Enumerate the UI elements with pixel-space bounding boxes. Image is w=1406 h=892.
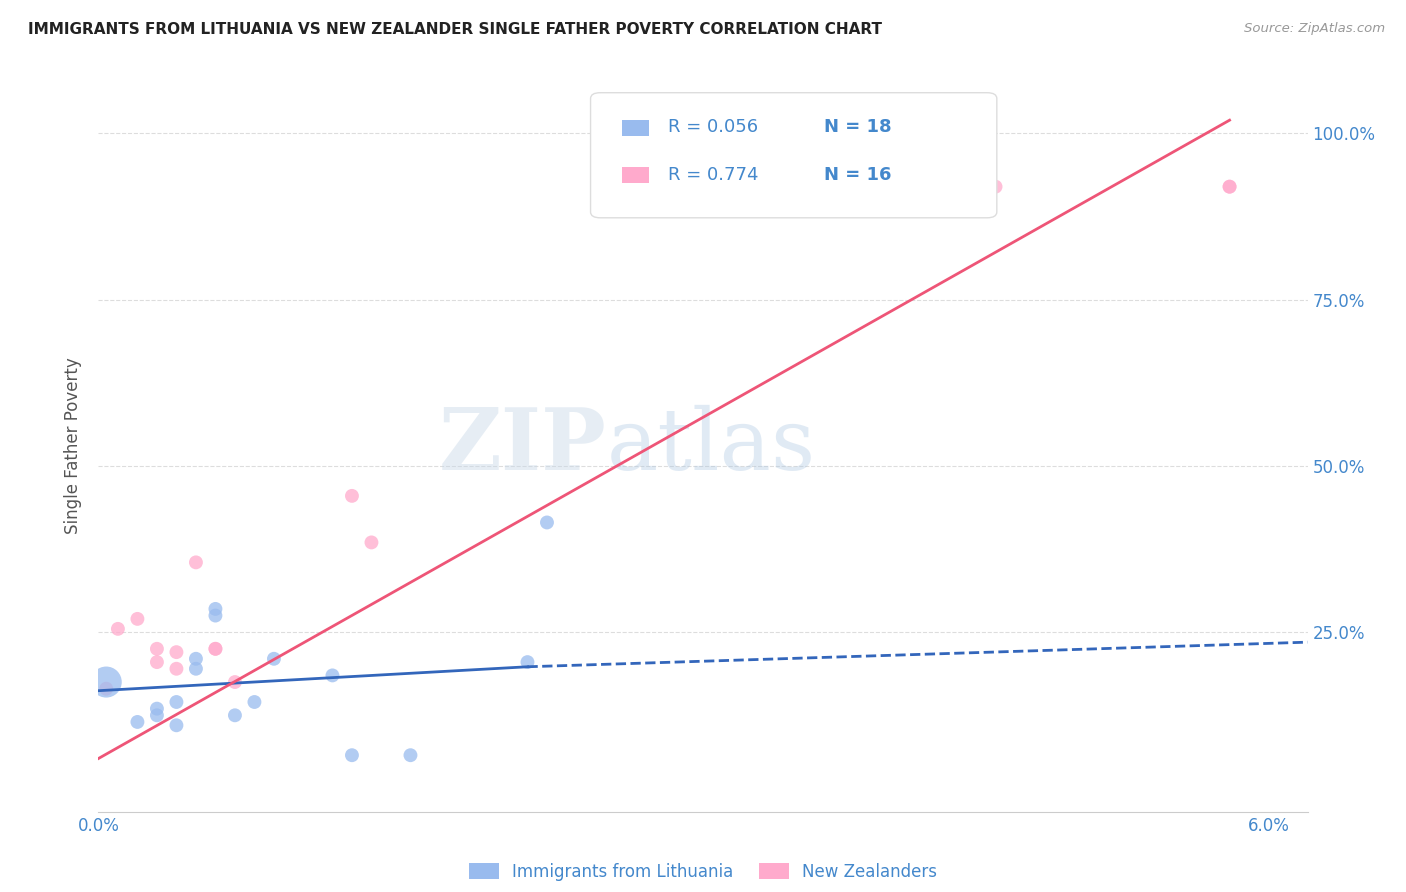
Point <box>984 179 1007 194</box>
Text: R = 0.056: R = 0.056 <box>668 118 758 136</box>
Point <box>399 748 422 763</box>
Point <box>165 718 187 732</box>
Point <box>96 675 118 690</box>
Point <box>536 516 558 530</box>
Point <box>184 662 207 676</box>
Point <box>516 655 538 669</box>
Y-axis label: Single Father Poverty: Single Father Poverty <box>65 358 83 534</box>
Text: IMMIGRANTS FROM LITHUANIA VS NEW ZEALANDER SINGLE FATHER POVERTY CORRELATION CHA: IMMIGRANTS FROM LITHUANIA VS NEW ZEALAND… <box>28 22 882 37</box>
Point <box>146 655 169 669</box>
Point <box>1219 179 1241 194</box>
FancyBboxPatch shape <box>621 168 648 184</box>
Point <box>184 652 207 666</box>
Point <box>224 708 246 723</box>
Point <box>204 641 226 656</box>
Point <box>1219 179 1241 194</box>
Point <box>165 695 187 709</box>
Point <box>96 681 118 696</box>
Point <box>360 535 382 549</box>
FancyBboxPatch shape <box>591 93 997 218</box>
Point <box>184 555 207 569</box>
Text: N = 16: N = 16 <box>824 166 891 184</box>
Point <box>243 695 266 709</box>
Point <box>127 714 149 729</box>
Point <box>127 612 149 626</box>
Text: N = 18: N = 18 <box>824 118 891 136</box>
Point <box>146 641 169 656</box>
Point <box>340 489 363 503</box>
Point <box>204 608 226 623</box>
Point <box>165 645 187 659</box>
FancyBboxPatch shape <box>621 120 648 136</box>
Text: atlas: atlas <box>606 404 815 488</box>
Text: Source: ZipAtlas.com: Source: ZipAtlas.com <box>1244 22 1385 36</box>
Point <box>204 641 226 656</box>
Point <box>146 708 169 723</box>
Point <box>224 675 246 690</box>
Point <box>107 622 129 636</box>
Point <box>321 668 343 682</box>
Legend: Immigrants from Lithuania, New Zealanders: Immigrants from Lithuania, New Zealander… <box>463 856 943 888</box>
Point <box>263 652 285 666</box>
Point <box>146 701 169 715</box>
Point <box>165 662 187 676</box>
Text: ZIP: ZIP <box>439 404 606 488</box>
Point <box>204 602 226 616</box>
Point <box>340 748 363 763</box>
Text: R = 0.774: R = 0.774 <box>668 166 758 184</box>
